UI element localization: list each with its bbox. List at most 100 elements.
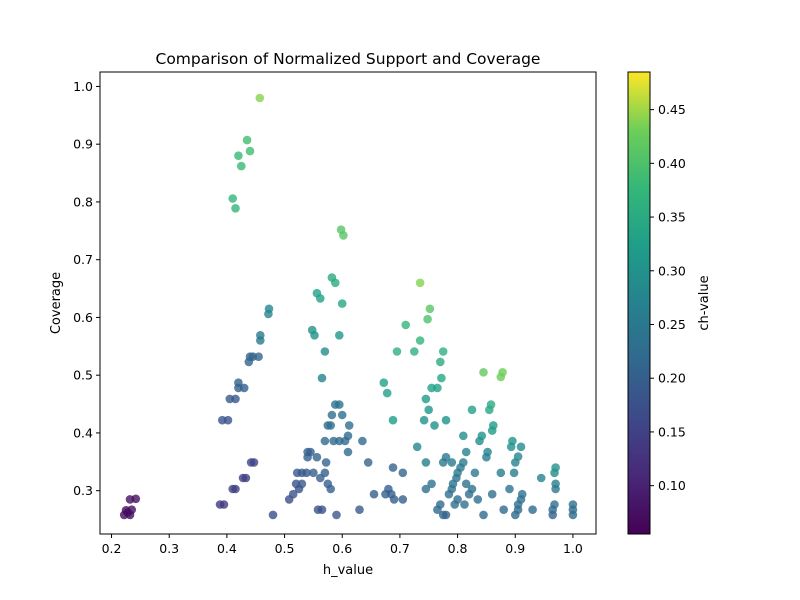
data-point [379, 378, 389, 388]
y-tick-label: 0.6 [73, 310, 93, 325]
data-point [453, 495, 462, 504]
data-point [421, 484, 431, 494]
data-point [447, 458, 457, 467]
data-point [398, 468, 408, 478]
data-point [441, 452, 451, 462]
data-point [467, 405, 477, 415]
data-point [470, 468, 480, 478]
y-tick-label: 1.0 [73, 79, 93, 94]
colorbar-tick-label: 0.35 [658, 210, 686, 225]
data-point [358, 436, 367, 446]
data-point [343, 447, 353, 457]
data-point [369, 489, 379, 499]
data-point [415, 336, 425, 345]
data-point [477, 431, 487, 441]
data-point [459, 458, 468, 467]
data-point [528, 505, 537, 514]
y-tick-label: 0.4 [73, 425, 93, 440]
data-point [241, 473, 251, 483]
data-point [568, 500, 578, 509]
data-point [231, 394, 240, 404]
data-point [344, 421, 354, 430]
data-point [297, 479, 307, 489]
x-tick-label: 0.4 [217, 541, 237, 556]
data-point [459, 431, 468, 441]
data-point [321, 458, 331, 467]
data-point [389, 495, 399, 504]
colorbar-ticks: 0.10 0.15 0.20 0.25 0.30 0.35 0.40 0.45 [650, 102, 686, 493]
data-point [309, 468, 318, 478]
data-point [388, 463, 398, 472]
data-point [127, 505, 136, 514]
data-point [513, 452, 523, 461]
data-point [536, 473, 546, 483]
data-points [119, 93, 578, 520]
colorbar [627, 71, 651, 535]
data-point [441, 510, 451, 520]
data-point [320, 347, 330, 356]
data-point [437, 373, 446, 383]
data-point [223, 415, 233, 425]
data-point [231, 484, 240, 494]
data-point [326, 421, 336, 430]
data-point [343, 431, 353, 441]
data-point [316, 294, 325, 303]
data-point [424, 405, 434, 415]
x-axis-ticks: 0.2 0.3 0.4 0.5 0.6 0.7 0.8 0.9 1.0 [102, 534, 583, 556]
data-point [228, 194, 237, 203]
x-tick-label: 0.3 [159, 541, 179, 556]
colorbar-tick-label: 0.30 [658, 263, 686, 278]
data-point [245, 146, 255, 156]
colorbar-tick-label: 0.10 [658, 478, 686, 493]
data-point [255, 331, 265, 340]
data-point [467, 484, 477, 494]
data-point [479, 368, 488, 377]
y-tick-label: 0.8 [73, 194, 93, 209]
data-point [303, 447, 312, 457]
data-point [249, 458, 259, 467]
data-point [327, 410, 337, 420]
data-point [551, 479, 560, 489]
data-point [242, 135, 252, 145]
data-point [317, 505, 327, 514]
data-point [412, 442, 422, 452]
data-point [254, 352, 263, 362]
data-point [430, 421, 439, 430]
data-point [332, 510, 341, 520]
data-point [237, 161, 246, 171]
data-point [517, 489, 527, 499]
data-point [255, 93, 265, 103]
data-point [264, 304, 274, 314]
data-point [382, 388, 392, 398]
colorbar-tick-label: 0.45 [658, 102, 686, 117]
data-point [331, 278, 340, 288]
data-point [489, 421, 498, 430]
data-point [239, 383, 249, 393]
data-point [317, 373, 327, 383]
x-tick-label: 1.0 [563, 541, 583, 556]
data-point [425, 304, 435, 314]
data-point [401, 320, 411, 330]
x-tick-label: 0.7 [390, 541, 410, 556]
colorbar-tick-label: 0.25 [658, 317, 686, 332]
data-point [234, 378, 243, 388]
data-point [326, 484, 336, 494]
x-axis-label: h_value [323, 563, 373, 578]
data-point [505, 484, 514, 494]
y-tick-label: 0.7 [73, 252, 93, 267]
data-point [312, 452, 322, 462]
data-point [461, 479, 471, 489]
data-point [219, 500, 229, 509]
y-tick-label: 0.5 [73, 368, 93, 383]
data-point [268, 510, 278, 520]
data-point [410, 347, 419, 356]
x-tick-label: 0.9 [505, 541, 525, 556]
data-point [339, 231, 348, 240]
y-axis-ticks: 0.3 0.4 0.5 0.6 0.7 0.8 0.9 1.0 [73, 79, 100, 498]
data-point [473, 495, 483, 504]
data-point [438, 347, 448, 356]
data-point [421, 394, 431, 404]
data-point [498, 368, 507, 377]
data-point [427, 479, 436, 489]
